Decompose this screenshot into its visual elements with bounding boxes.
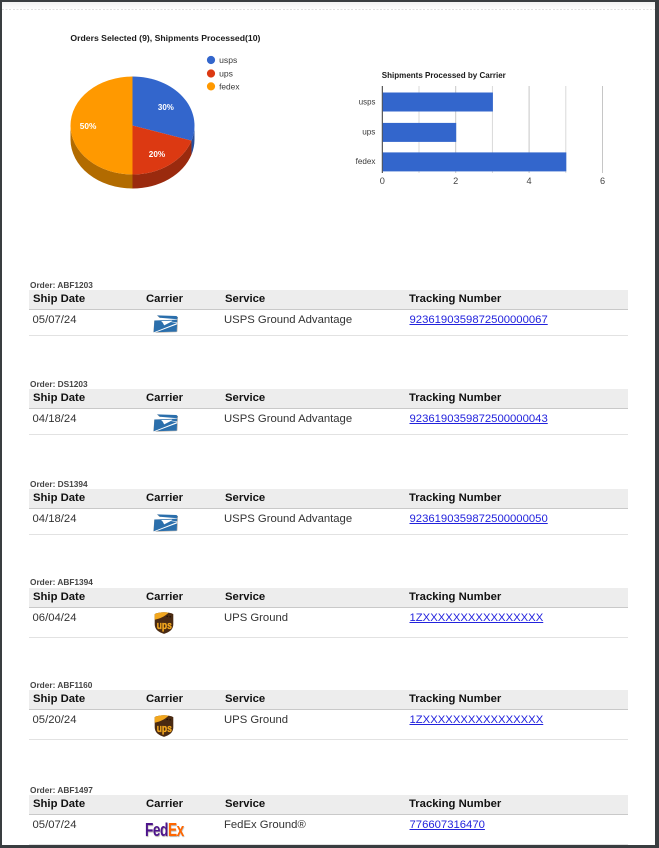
svg-text:Orders Selected (9), Shipments: Orders Selected (9), Shipments Processed… (70, 33, 260, 43)
svg-text:2: 2 (453, 176, 458, 186)
svg-text:4: 4 (527, 176, 532, 186)
svg-text:ups: ups (219, 70, 233, 79)
svg-text:30%: 30% (158, 102, 174, 112)
svg-text:ups: ups (362, 128, 375, 137)
svg-text:fedex: fedex (219, 83, 239, 92)
svg-text:50%: 50% (80, 121, 97, 131)
svg-text:6: 6 (600, 176, 605, 186)
svg-text:ups: ups (157, 620, 172, 632)
svg-text:fedex: fedex (356, 157, 376, 166)
svg-text:20%: 20% (149, 149, 166, 159)
svg-text:Shipments Processed by Carrier: Shipments Processed by Carrier (382, 71, 507, 80)
svg-text:usps: usps (359, 97, 376, 106)
svg-text:ups: ups (157, 723, 172, 735)
svg-text:0: 0 (380, 176, 385, 186)
svg-text:usps: usps (219, 56, 237, 65)
